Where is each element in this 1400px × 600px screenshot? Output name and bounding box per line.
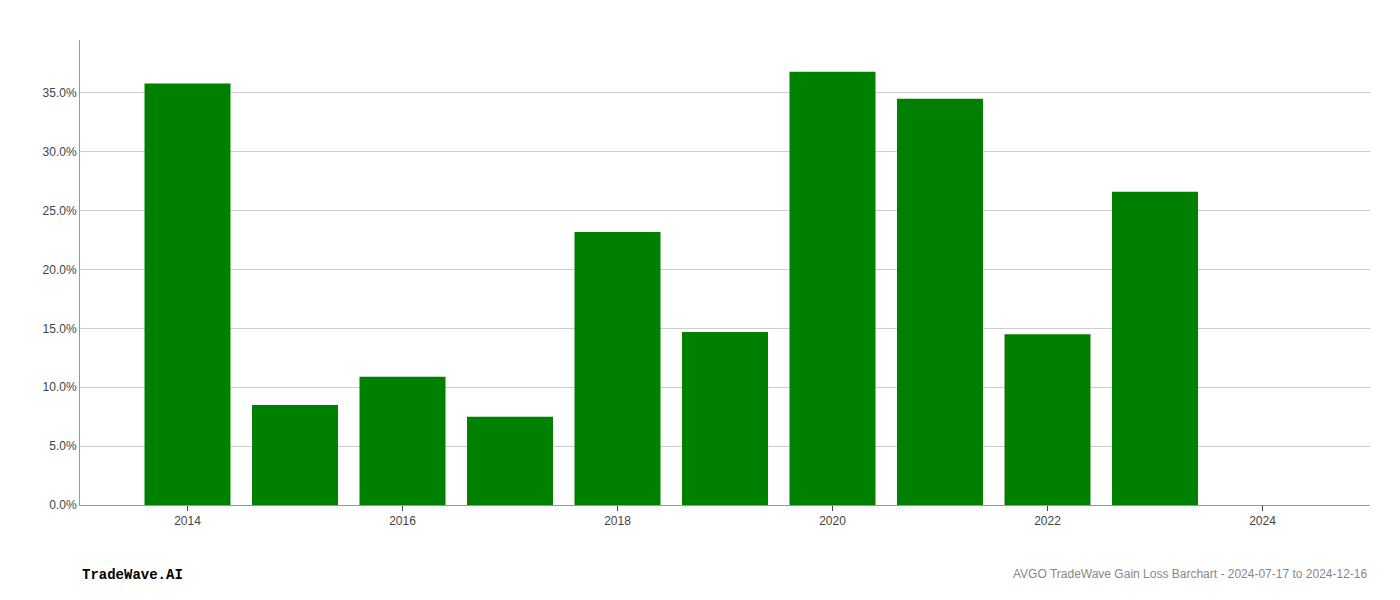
svg-text:30.0%: 30.0% [43,145,77,159]
svg-text:25.0%: 25.0% [43,204,77,218]
svg-text:2014: 2014 [174,514,201,528]
svg-text:5.0%: 5.0% [49,439,77,453]
svg-text:20.0%: 20.0% [43,263,77,277]
svg-text:0.0%: 0.0% [49,498,77,512]
svg-text:10.0%: 10.0% [43,380,77,394]
svg-text:35.0%: 35.0% [43,86,77,100]
svg-text:2018: 2018 [604,514,631,528]
svg-text:15.0%: 15.0% [43,322,77,336]
svg-text:2020: 2020 [819,514,846,528]
svg-text:2024: 2024 [1249,514,1276,528]
svg-text:2016: 2016 [389,514,416,528]
svg-text:2022: 2022 [1034,514,1061,528]
svg-text:AVGO TradeWave Gain Loss Barch: AVGO TradeWave Gain Loss Barchart - 2024… [1013,567,1368,581]
svg-text:TradeWave.AI: TradeWave.AI [82,567,183,583]
